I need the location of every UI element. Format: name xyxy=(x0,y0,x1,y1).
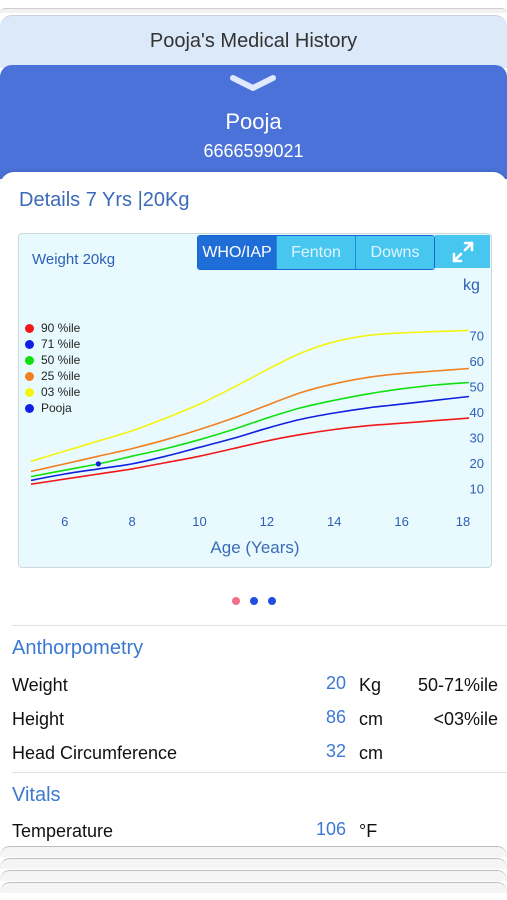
patient-name: Pooja xyxy=(225,109,282,134)
anthropometry-row-height: Height 86 cm <03%ile xyxy=(12,705,498,733)
legend-swatch xyxy=(25,355,34,365)
chart-weight-label: Weight 20kg xyxy=(32,251,116,268)
legend-label: 90 %ile xyxy=(41,321,81,335)
row-value: 20 xyxy=(325,673,346,693)
page-title: Pooja's Medical History xyxy=(149,30,358,52)
card-edge[interactable] xyxy=(0,846,507,857)
patient-phone: 6666599021 xyxy=(203,141,304,161)
page-indicator[interactable] xyxy=(0,597,507,605)
history-header[interactable]: Pooja's Medical History xyxy=(0,15,507,68)
card-stack-bottom xyxy=(0,846,507,900)
anthropometry-row-weight: Weight 20 Kg 50-71%ile xyxy=(12,671,498,699)
page-dot[interactable] xyxy=(249,597,258,605)
row-label: Temperature xyxy=(12,821,114,841)
legend-item: 50 %ile xyxy=(25,352,80,368)
legend-item: 90 %ile xyxy=(25,320,80,336)
x-tick-label: 14 xyxy=(327,514,341,529)
section-divider xyxy=(12,625,507,626)
series-line-71-ile xyxy=(30,395,470,482)
page-dot[interactable] xyxy=(267,597,276,605)
legend-label: 50 %ile xyxy=(41,353,81,367)
row-unit: cm xyxy=(359,709,383,729)
x-tick-label: 18 xyxy=(456,514,470,529)
legend-swatch xyxy=(25,403,34,413)
data-point-pooja[interactable] xyxy=(95,461,101,467)
y-tick-label: 30 xyxy=(470,430,484,445)
vitals-row-temperature: Temperature 106 °F xyxy=(12,817,498,845)
legend-swatch xyxy=(25,387,34,397)
row-unit: Kg xyxy=(359,675,382,695)
chart-legend: 90 %ile 71 %ile 50 %ile 25 %ile 03 %ile … xyxy=(25,320,80,416)
legend-item: 03 %ile xyxy=(25,384,80,400)
y-tick-label: 20 xyxy=(470,456,484,471)
chart-type-selector: WHO/IAP Fenton Downs xyxy=(197,235,435,270)
expand-icon xyxy=(452,241,473,262)
legend-label: 25 %ile xyxy=(41,369,81,383)
legend-swatch xyxy=(25,339,34,349)
row-value: 32 xyxy=(325,741,346,761)
y-tick-label: 40 xyxy=(470,405,484,420)
section-title-anthropometry: Anthorpometry xyxy=(12,637,144,659)
x-axis-title: Age (Years) xyxy=(210,538,300,557)
row-percentile: 50-71%ile xyxy=(417,675,498,695)
legend-swatch xyxy=(25,371,34,381)
segment-downs[interactable]: Downs xyxy=(355,236,434,269)
x-tick-label: 16 xyxy=(394,514,408,529)
row-value: 106 xyxy=(315,819,346,839)
y-tick-label: 50 xyxy=(470,380,484,395)
series-line-50-ile xyxy=(30,381,470,478)
page-dot[interactable] xyxy=(231,597,240,605)
row-percentile: <03%ile xyxy=(433,709,498,729)
legend-label: 71 %ile xyxy=(41,337,81,351)
y-tick-label: 70 xyxy=(470,329,484,344)
row-value: 86 xyxy=(325,707,346,727)
series-line-90-ile xyxy=(30,417,470,485)
card-stack-top xyxy=(0,0,507,30)
expand-button[interactable] xyxy=(435,235,490,268)
x-tick-label: 6 xyxy=(61,514,68,529)
card-edge[interactable] xyxy=(0,870,507,881)
y-tick-label: 60 xyxy=(470,354,484,369)
y-tick-label: 10 xyxy=(470,481,484,496)
row-label: Height xyxy=(12,709,65,729)
series-line-25-ile xyxy=(30,367,470,473)
row-label: Weight xyxy=(12,675,68,695)
row-unit: cm xyxy=(359,743,383,763)
card-edge[interactable] xyxy=(0,858,507,869)
section-divider xyxy=(12,772,507,773)
legend-item: 25 %ile xyxy=(25,368,80,384)
section-title-vitals: Vitals xyxy=(12,784,61,806)
legend-item: Pooja xyxy=(25,400,80,416)
anthropometry-row-head-circumference: Head Circumference 32 cm xyxy=(12,739,498,767)
series-line-03-ile xyxy=(30,329,470,463)
x-tick-label: 8 xyxy=(128,514,135,529)
x-tick-label: 12 xyxy=(260,514,274,529)
chart-plot: 6 8 10 12 14 16 18 10 20 30 40 50 60 70 xyxy=(30,329,484,529)
chevron-down-icon[interactable] xyxy=(229,73,277,95)
legend-label: Pooja xyxy=(41,401,72,415)
row-unit: °F xyxy=(359,821,378,841)
legend-swatch xyxy=(25,323,34,333)
growth-chart: Weight 20kg WHO/IAP Fenton Downs kg 90 %… xyxy=(18,233,492,568)
row-label: Head Circumference xyxy=(12,743,178,763)
segment-fenton[interactable]: Fenton xyxy=(276,236,355,269)
details-heading: Details 7 Yrs |20Kg xyxy=(19,189,190,211)
card-edge[interactable] xyxy=(0,882,507,893)
card-edge xyxy=(0,8,507,13)
x-tick-label: 10 xyxy=(192,514,206,529)
y-unit-label: kg xyxy=(463,277,480,294)
segment-who-iap[interactable]: WHO/IAP xyxy=(198,236,276,269)
legend-item: 71 %ile xyxy=(25,336,80,352)
legend-label: 03 %ile xyxy=(41,385,81,399)
patient-card[interactable]: Pooja 6666599021 xyxy=(0,65,507,179)
